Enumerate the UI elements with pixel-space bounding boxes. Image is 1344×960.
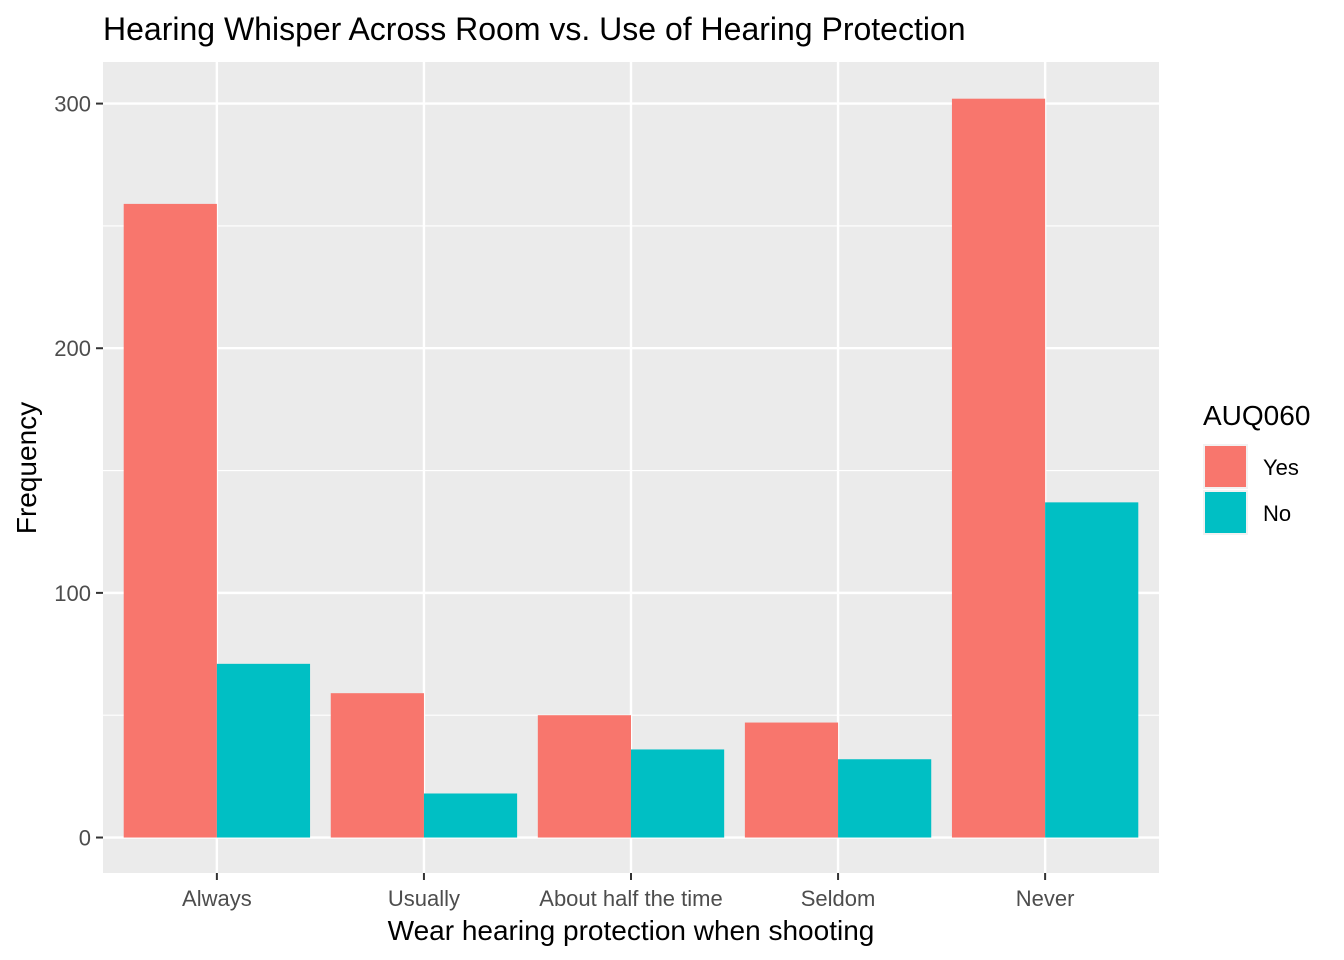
legend-swatch-yes [1205,446,1246,487]
chart-title: Hearing Whisper Across Room vs. Use of H… [103,11,966,47]
bar-yes-usually [330,693,424,838]
y-axis: 0 100 200 300 [54,92,103,851]
bars [123,98,1139,838]
legend-label-yes: Yes [1263,455,1299,480]
x-tick-label: Always [182,886,252,911]
x-axis-title: Wear hearing protection when shooting [388,915,875,946]
bar-yes-seldom [744,722,839,838]
y-tick-label: 0 [79,826,91,851]
bar-no-never [1045,502,1139,838]
x-tick-label: About half the time [539,886,722,911]
bar-no-always [216,663,311,838]
y-tick-label: 100 [54,581,91,606]
bar-yes-always [123,203,217,838]
legend-label-no: No [1263,501,1291,526]
y-axis-title: Frequency [11,402,42,534]
y-tick-label: 300 [54,92,91,117]
bar-yes-never [951,98,1046,838]
x-tick-label: Never [1016,886,1075,911]
legend: AUQ060 Yes No [1203,400,1310,535]
y-tick-label: 200 [54,336,91,361]
legend-title: AUQ060 [1203,400,1310,431]
x-tick-label: Seldom [801,886,876,911]
x-tick-label: Usually [388,886,460,911]
x-axis: Always Usually About half the time Seldom Ne… [182,873,1074,911]
bar-no-about-half-the-time [631,749,725,838]
bar-no-seldom [838,759,932,838]
bar-yes-about-half-the-time [537,715,631,838]
bar-no-usually [423,793,518,838]
legend-swatch-no [1205,492,1246,533]
